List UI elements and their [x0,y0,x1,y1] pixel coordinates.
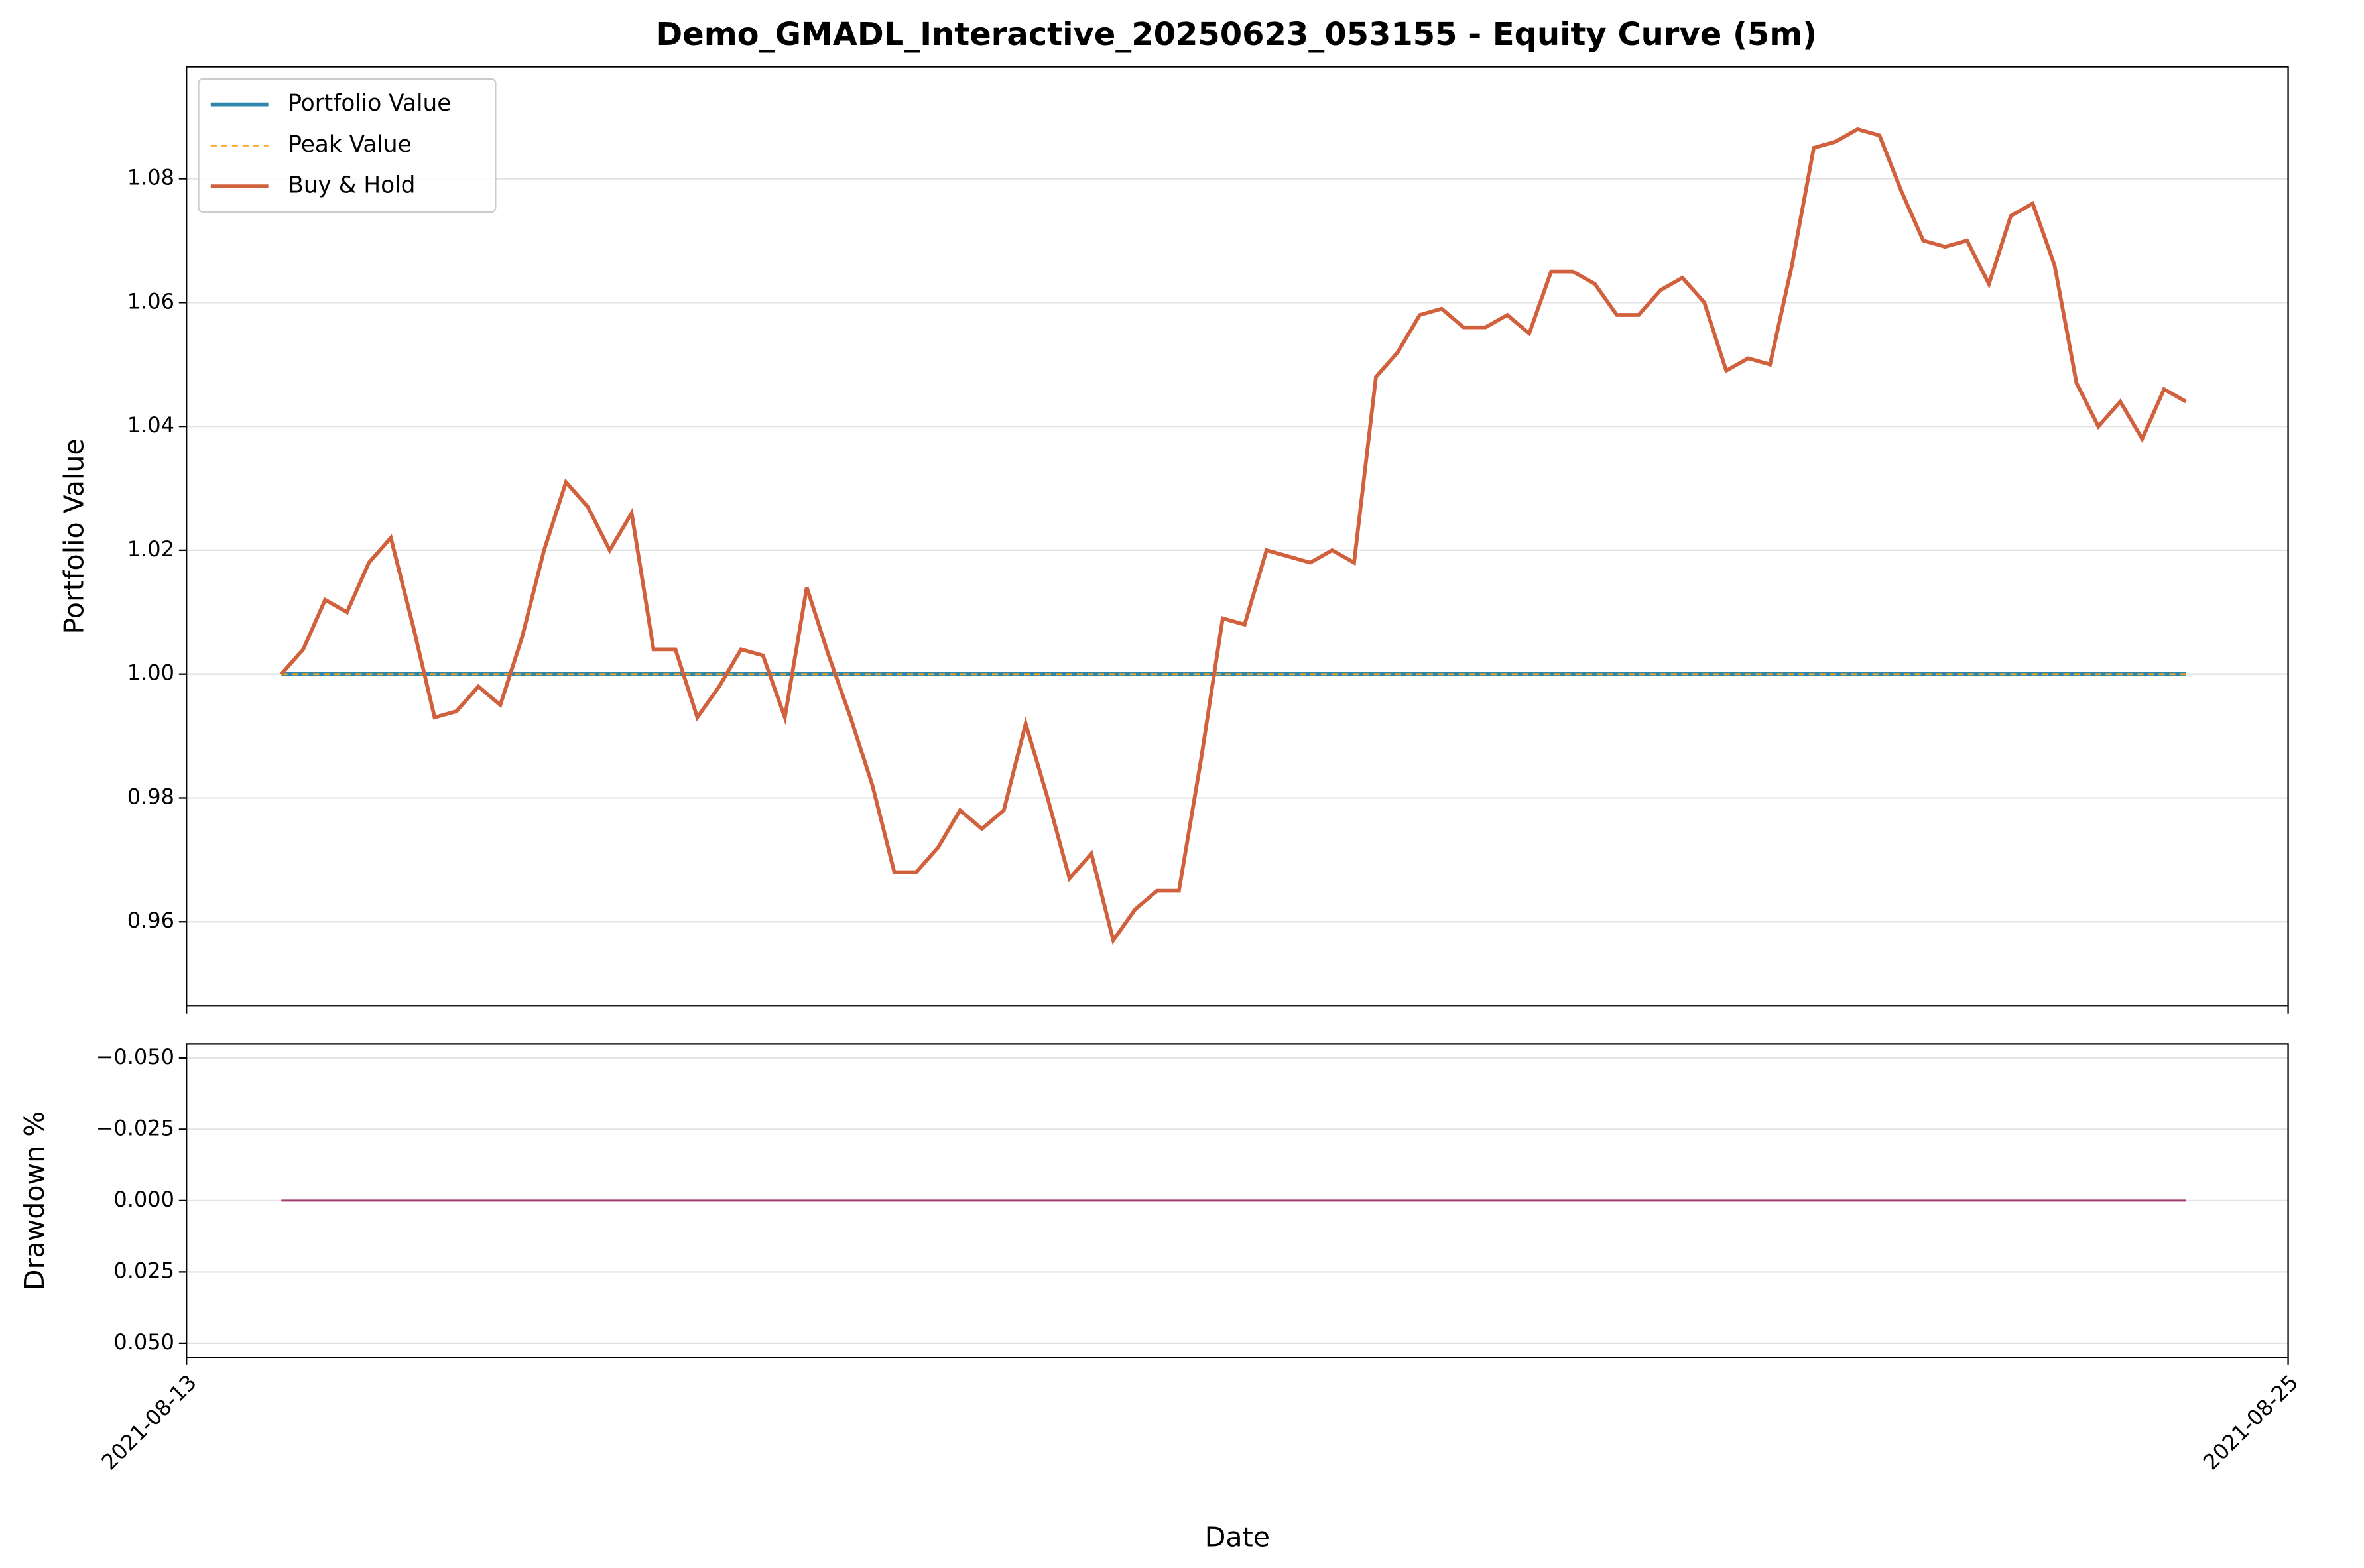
legend-label: Portfolio Value [288,90,451,117]
legend: Portfolio Value Peak Value Buy & Hold [198,78,497,213]
line [280,127,2187,945]
legend-label: Peak Value [288,131,411,158]
chart-title: Demo_GMADL_Interactive_20250623_053155 -… [656,16,1817,53]
y-tick-label: 0.050 [113,1329,174,1355]
y-tick-label: 1.02 [127,536,174,562]
axes-frame [186,1043,2289,1358]
legend-box [198,78,497,213]
y-tick-label: −0.050 [96,1044,174,1069]
y-tick-label: 1.00 [127,660,174,686]
y-axis-label: Drawdown % [19,1111,50,1291]
legend-label: Buy & Hold [288,172,415,199]
y-tick-label: 0.025 [113,1258,174,1283]
axes-frame [186,66,2289,1007]
y-tick-label: 1.08 [127,165,174,190]
y-tick-label: 0.96 [127,908,174,933]
y-tick-label: 0.98 [127,784,174,809]
y-axis-label: Portfolio Value [58,438,90,634]
y-tick-label: 1.06 [127,288,174,314]
y-tick-label: 0.000 [113,1187,174,1212]
y-tick-label: −0.025 [96,1115,174,1140]
y-tick-label: 1.04 [127,412,174,438]
x-axis-label: Date [1205,1522,1270,1553]
